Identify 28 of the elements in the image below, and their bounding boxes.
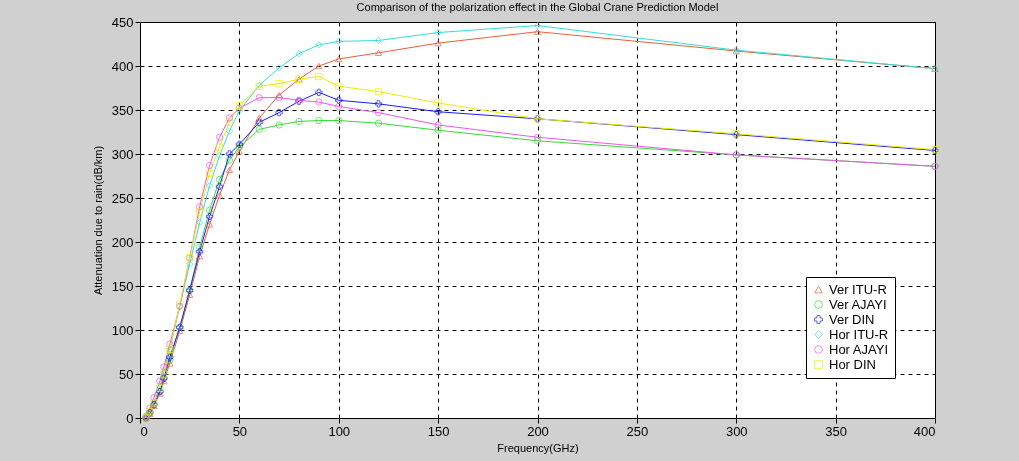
- y-tick-label: 350: [111, 102, 134, 118]
- legend-label: Hor DIN: [829, 356, 876, 372]
- x-tick-label: 250: [626, 423, 649, 439]
- x-tick-label: 150: [427, 423, 450, 439]
- x-tick-label: 300: [725, 423, 748, 439]
- chart-title: Comparison of the polarization effect in the Global Crane Prediction Model: [356, 1, 719, 13]
- x-tick-label: 50: [232, 423, 248, 439]
- y-tick-label: 300: [111, 146, 134, 162]
- legend-label: Ver DIN: [829, 311, 875, 327]
- legend-label: Hor AJAYI: [829, 341, 889, 357]
- x-tick-label: 200: [527, 423, 549, 439]
- y-tick-label: 450: [111, 14, 134, 30]
- y-tick-label: 50: [119, 366, 134, 382]
- legend-label: Ver AJAYI: [829, 296, 887, 312]
- y-tick-label: 400: [111, 58, 134, 74]
- y-tick-label: 250: [111, 190, 134, 206]
- y-axis-title: Attenuation due to rain(dB/km): [91, 145, 104, 296]
- legend-label: Hor ITU-R: [829, 326, 889, 342]
- y-tick-label: 100: [111, 322, 134, 338]
- y-tick-label: 150: [111, 278, 134, 294]
- x-tick-label: 400: [913, 423, 936, 439]
- x-tick-label: 0: [140, 423, 148, 439]
- x-tick-label: 350: [825, 423, 847, 439]
- y-tick-label: 200: [111, 234, 134, 250]
- x-tick-label: 100: [328, 423, 351, 439]
- y-tick-label: 0: [126, 410, 134, 426]
- x-axis-title: Frequency(GHz): [497, 441, 579, 454]
- legend-label: Ver ITU-R: [829, 281, 887, 297]
